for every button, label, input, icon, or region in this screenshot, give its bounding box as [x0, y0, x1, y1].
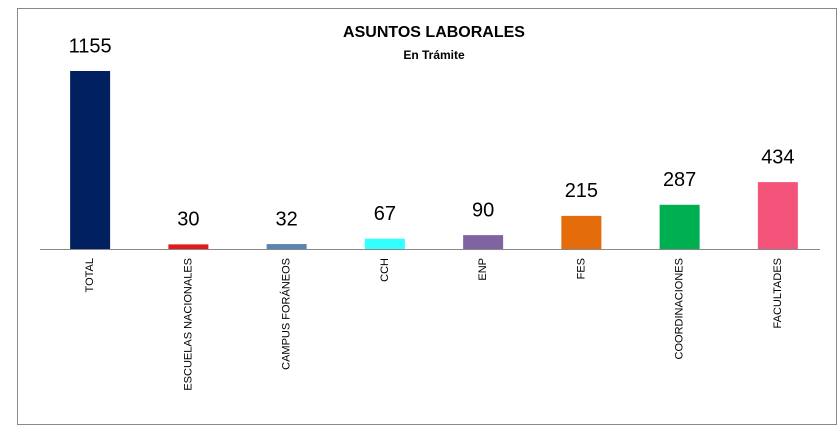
x-tick-label: CAMPUS FORÁNEOS [280, 258, 293, 370]
bar [757, 182, 798, 249]
bar [168, 244, 209, 249]
x-tick-label: ESCUELAS NACIONALES [182, 258, 194, 391]
data-label: 90 [472, 199, 494, 221]
x-tick-label: TOTAL [84, 258, 96, 292]
chart-subtitle: En Trámite [403, 48, 465, 62]
data-label: 1155 [69, 35, 112, 57]
x-tick-label: FES [575, 258, 587, 279]
x-tick-label: CCH [379, 258, 391, 282]
bar [463, 235, 504, 249]
data-label: 434 [761, 146, 794, 168]
data-label: 67 [374, 203, 396, 225]
x-tick-label: FACULTADES [772, 258, 784, 329]
bar [364, 238, 405, 249]
bar [70, 71, 111, 249]
data-label: 30 [177, 209, 199, 231]
x-tick-label: ENP [477, 258, 489, 281]
data-label: 215 [565, 180, 598, 202]
data-label: 287 [663, 169, 696, 191]
chart-title: ASUNTOS LABORALES [343, 24, 525, 41]
bar [561, 215, 602, 249]
data-label: 32 [276, 208, 298, 230]
bar [266, 244, 307, 249]
x-tick-label: COORDINACIONES [674, 258, 686, 359]
chart-border [17, 8, 837, 425]
bar [659, 204, 700, 249]
